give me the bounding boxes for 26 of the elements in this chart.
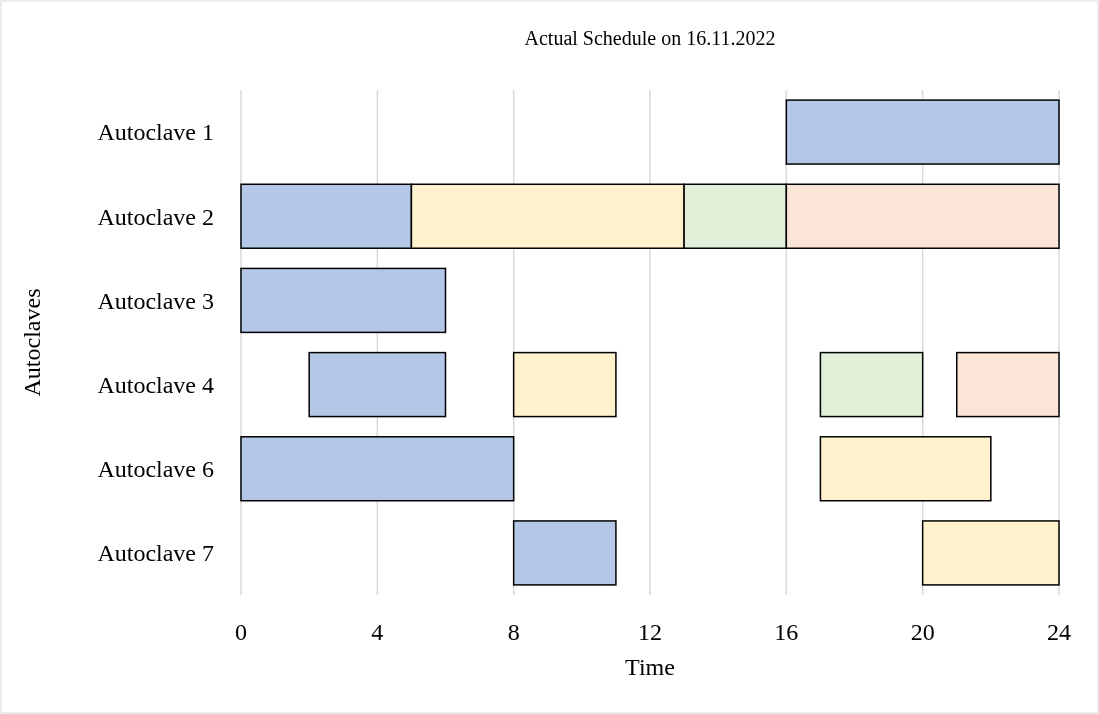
x-tick-label: 24	[1047, 619, 1071, 645]
bar	[819, 351, 924, 418]
bar	[921, 520, 1060, 586]
y-tick-label: Autoclave 3	[97, 287, 214, 314]
y-axis-title: Autoclaves	[19, 288, 45, 397]
bar	[240, 436, 515, 502]
x-tick-label: 20	[910, 619, 935, 645]
bar	[308, 351, 447, 418]
x-tick-label: 12	[638, 619, 662, 645]
bar	[956, 351, 1060, 418]
y-tick-label: Autoclave 2	[97, 203, 214, 230]
y-tick-label: Autoclave 6	[97, 456, 214, 483]
y-tick-label: Autoclave 1	[97, 119, 214, 146]
x-tick-label: 0	[235, 619, 247, 645]
x-tick-label: 4	[371, 619, 384, 645]
bar	[785, 99, 1060, 165]
x-tick-label: 16	[774, 619, 799, 645]
bar	[512, 520, 617, 586]
bar	[819, 436, 992, 502]
x-axis-title: Time	[625, 654, 675, 680]
chart-title: Actual Schedule on 16.11.2022	[524, 27, 776, 49]
x-tick-label: 8	[507, 619, 520, 645]
bar	[240, 267, 447, 334]
y-tick-label: Autoclave 4	[97, 371, 214, 398]
bar	[512, 351, 617, 418]
y-tick-label: Autoclave 7	[97, 540, 214, 567]
